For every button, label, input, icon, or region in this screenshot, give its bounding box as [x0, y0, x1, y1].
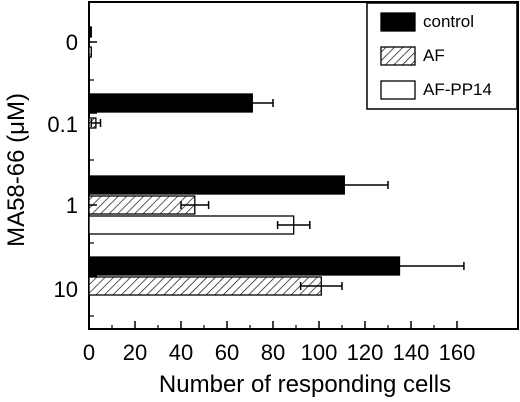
x-tick-label-140: 140 [393, 340, 430, 365]
bar-control-0 [88, 26, 92, 38]
x-tick-label-120: 120 [347, 340, 384, 365]
x-tick-label-80: 80 [261, 340, 285, 365]
legend-swatch-1 [380, 46, 416, 66]
plot-frame [88, 1, 519, 330]
legend-swatch-2 [380, 80, 416, 100]
y-axis-title: MA58-66 (μM) [3, 93, 30, 247]
bar-control-1 [88, 93, 253, 113]
x-tick-label-20: 20 [123, 340, 147, 365]
bars-layer [88, 26, 465, 296]
legend-label-2: AF-PP14 [423, 80, 492, 99]
x-tick-label-0: 0 [83, 340, 95, 365]
legend-swatch-0 [380, 12, 416, 32]
bar-af-pp14-2 [88, 215, 295, 235]
y-tick-label-1: 0.1 [47, 112, 78, 137]
x-axis-title: Number of responding cells [159, 371, 451, 398]
x-tick-label-60: 60 [215, 340, 239, 365]
x-tick-label-40: 40 [169, 340, 193, 365]
bar-af-2 [88, 195, 196, 215]
bar-af-3 [88, 276, 322, 296]
y-tick-label-2: 1 [66, 193, 78, 218]
ticks-layer: 0 20 40 60 80 100 120 140 160 0 0.1 1 10 [47, 30, 475, 365]
x-tick-label-160: 160 [439, 340, 476, 365]
x-tick-label-100: 100 [301, 340, 338, 365]
bar-af-0 [88, 46, 92, 58]
legend: control AF AF-PP14 [366, 2, 518, 110]
legend-label-0: control [423, 12, 474, 31]
y-tick-label-3: 10 [54, 277, 78, 302]
y-tick-label-0: 0 [66, 30, 78, 55]
legend-label-1: AF [423, 46, 445, 65]
